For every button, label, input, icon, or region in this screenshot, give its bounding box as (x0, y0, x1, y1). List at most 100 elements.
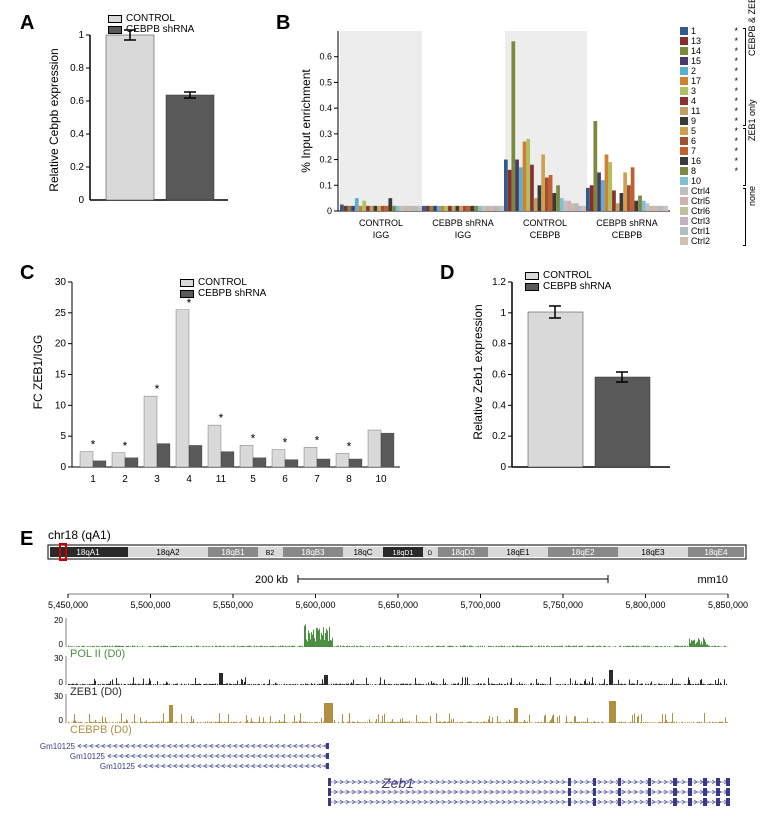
svg-text:0.4: 0.4 (319, 103, 332, 113)
panel-c-chart: FC ZEB1/IGG 051015202530 ********* 12341… (30, 272, 410, 492)
svg-text:*: * (347, 439, 352, 453)
svg-text:CEBPB: CEBPB (530, 230, 561, 240)
svg-text:10: 10 (375, 474, 387, 485)
svg-text:ZEB1 (D0): ZEB1 (D0) (70, 686, 122, 698)
svg-text:18qE3: 18qE3 (641, 548, 665, 557)
svg-text:Gm10125: Gm10125 (40, 742, 76, 751)
svg-text:0: 0 (60, 462, 66, 473)
svg-text:1: 1 (78, 30, 84, 41)
svg-text:18qB1: 18qB1 (221, 548, 245, 557)
chromosome-title: chr18 (qA1) (48, 528, 748, 542)
svg-text:*: * (315, 433, 320, 447)
svg-text:1: 1 (500, 308, 506, 319)
svg-text:D: D (428, 551, 433, 557)
svg-text:*: * (155, 382, 160, 396)
svg-text:mm10: mm10 (697, 574, 728, 586)
svg-text:0.2: 0.2 (492, 431, 506, 442)
svg-text:30: 30 (54, 654, 63, 663)
svg-text:% Input enrichment: % Input enrichment (299, 69, 313, 173)
svg-text:CONTROL: CONTROL (523, 218, 567, 228)
svg-text:5,550,000: 5,550,000 (213, 600, 253, 610)
svg-text:18qA1: 18qA1 (76, 548, 100, 557)
panel-e-chart: chr18 (qA1) 18qA1 18qA2 18qB1 B2 18qB3 1… (48, 528, 748, 808)
svg-text:Gm10125: Gm10125 (70, 752, 106, 761)
svg-text:*: * (251, 431, 256, 445)
svg-text:18qB3: 18qB3 (301, 548, 325, 557)
svg-text:*: * (123, 439, 128, 453)
panel-d-label: D (440, 262, 454, 285)
svg-text:5,600,000: 5,600,000 (295, 600, 335, 610)
svg-text:CEBPB (D0): CEBPB (D0) (70, 724, 132, 736)
svg-text:7: 7 (314, 474, 320, 485)
panel-a-ylabel: Relative Cebpb expression (47, 48, 61, 191)
svg-text:20: 20 (55, 339, 67, 350)
panel-b-label: B (276, 12, 290, 35)
svg-text:20: 20 (54, 616, 63, 625)
svg-text:0.2: 0.2 (70, 162, 84, 173)
svg-text:0.4: 0.4 (70, 129, 84, 140)
svg-text:200 kb: 200 kb (255, 574, 288, 586)
panel-d-chart: 0 0.2 0.4 0.6 0.8 1 1.2 Relative Zeb1 expressi… (470, 272, 690, 492)
svg-text:2: 2 (122, 474, 128, 485)
svg-text:5,500,000: 5,500,000 (130, 600, 170, 610)
svg-text:0.1: 0.1 (319, 180, 332, 190)
panel-b-chart: % Input enrichment 0 0.1 0.2 0.3 0.4 0.5 0.6 C… (300, 16, 770, 256)
svg-text:1.2: 1.2 (492, 277, 506, 288)
svg-text:0.6: 0.6 (319, 52, 332, 62)
svg-text:18qE2: 18qE2 (571, 548, 595, 557)
svg-text:18qD3: 18qD3 (451, 548, 475, 557)
svg-text:0.3: 0.3 (319, 129, 332, 139)
svg-text:5,700,000: 5,700,000 (460, 600, 500, 610)
svg-text:5,650,000: 5,650,000 (378, 600, 418, 610)
svg-text:Gm10125: Gm10125 (100, 762, 136, 771)
svg-text:IGG: IGG (455, 230, 472, 240)
svg-text:25: 25 (55, 308, 67, 319)
svg-text:POL II (D0): POL II (D0) (70, 648, 125, 660)
svg-text:11: 11 (216, 474, 227, 485)
svg-text:3: 3 (154, 474, 160, 485)
svg-text:0: 0 (59, 678, 64, 687)
svg-text:0: 0 (500, 462, 506, 473)
panel-a-label: A (20, 12, 34, 35)
svg-text:8: 8 (346, 474, 352, 485)
svg-text:1: 1 (90, 474, 96, 485)
svg-text:CEBPB shRNA: CEBPB shRNA (596, 218, 658, 228)
svg-text:30: 30 (55, 277, 67, 288)
svg-text:5: 5 (60, 431, 66, 442)
svg-text:5,750,000: 5,750,000 (543, 600, 583, 610)
svg-text:B2: B2 (266, 550, 275, 557)
svg-text:0.4: 0.4 (492, 400, 506, 411)
svg-text:6: 6 (282, 474, 288, 485)
svg-text:*: * (283, 436, 288, 450)
svg-text:*: * (91, 438, 96, 452)
panel-a-chart: 0 0.2 0.4 0.6 0.8 1 Relative Cebpb expre… (48, 25, 238, 225)
svg-text:Relative Zeb1 expression: Relative Zeb1 expression (471, 304, 485, 439)
svg-text:0: 0 (59, 716, 64, 725)
svg-text:0: 0 (59, 640, 64, 649)
svg-text:18qA2: 18qA2 (156, 548, 180, 557)
svg-text:0.8: 0.8 (492, 339, 506, 350)
svg-text:0: 0 (327, 206, 332, 216)
svg-text:*: * (219, 411, 224, 425)
svg-text:CEBPB: CEBPB (612, 230, 643, 240)
svg-text:CONTROL: CONTROL (359, 218, 403, 228)
svg-text:15: 15 (55, 370, 67, 381)
svg-text:0.5: 0.5 (319, 77, 332, 87)
svg-text:0: 0 (78, 195, 84, 206)
svg-text:FC ZEB1/IGG: FC ZEB1/IGG (31, 335, 45, 410)
svg-text:4: 4 (186, 474, 192, 485)
svg-text:Zeb1: Zeb1 (381, 775, 414, 791)
svg-text:0.8: 0.8 (70, 63, 84, 74)
svg-text:5: 5 (250, 474, 256, 485)
svg-text:0.2: 0.2 (319, 155, 332, 165)
svg-text:0.6: 0.6 (70, 96, 84, 107)
svg-text:0.6: 0.6 (492, 370, 506, 381)
svg-text:18qD1: 18qD1 (393, 550, 414, 557)
svg-text:18qC: 18qC (353, 548, 372, 557)
svg-text:30: 30 (54, 692, 63, 701)
svg-text:18qE1: 18qE1 (506, 548, 530, 557)
svg-text:10: 10 (55, 400, 67, 411)
svg-text:5,850,000: 5,850,000 (708, 600, 748, 610)
svg-text:18qE4: 18qE4 (704, 548, 728, 557)
panel-e-label: E (20, 528, 33, 551)
